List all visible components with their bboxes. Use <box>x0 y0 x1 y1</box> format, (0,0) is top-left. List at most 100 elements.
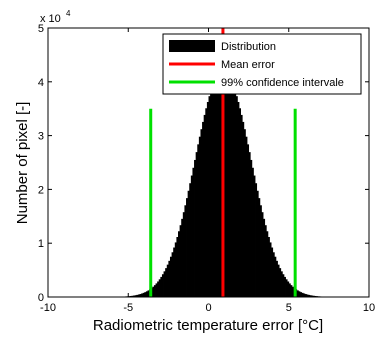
histogram-bar <box>230 81 233 298</box>
histogram-bar <box>271 247 274 297</box>
histogram-bar <box>232 86 235 297</box>
histogram-bar <box>198 136 201 297</box>
histogram-bar <box>266 231 269 297</box>
histogram-bar <box>283 276 286 297</box>
y-axis-label: Number of pixel [-] <box>14 102 31 225</box>
y-multiplier-label: x 10 4 <box>40 9 71 25</box>
histogram-bar <box>288 283 291 297</box>
histogram-bar <box>301 292 304 297</box>
histogram-bar <box>280 271 283 297</box>
x-tick-label: 0 <box>205 302 211 314</box>
histogram-bar <box>258 198 261 297</box>
histogram-bar <box>190 175 193 297</box>
histogram-bar <box>261 212 264 297</box>
histogram-bar <box>299 292 302 297</box>
histogram-bar <box>238 108 241 297</box>
histogram-bar <box>274 256 277 297</box>
histogram-bar <box>136 294 139 297</box>
legend-label: Distribution <box>221 41 276 53</box>
histogram-bar <box>142 292 145 297</box>
histogram-bar <box>195 152 198 297</box>
histogram-bar <box>251 167 254 297</box>
legend-swatch-distribution <box>169 40 215 52</box>
histogram-bar <box>192 167 195 297</box>
legend-label: Mean error <box>221 59 275 71</box>
histogram-bar <box>194 159 197 297</box>
histogram-bar <box>219 71 222 298</box>
histogram-bar <box>171 252 174 297</box>
histogram-bar <box>229 78 232 298</box>
histogram-bar <box>166 264 169 297</box>
histogram-bar <box>202 121 205 298</box>
histogram-bar <box>290 285 293 297</box>
histogram-bar <box>279 268 282 297</box>
histogram-bar <box>287 281 290 297</box>
histogram-bar <box>158 279 161 297</box>
histogram-bar <box>152 286 155 297</box>
histogram-bar <box>269 242 272 297</box>
y-tick-label: 0 <box>38 292 44 304</box>
y-tick-label: 5 <box>38 23 44 35</box>
histogram-bar <box>182 212 185 297</box>
histogram-bar <box>208 96 211 298</box>
legend: Distribution Mean error 99% confidence int… <box>162 33 362 95</box>
x-tick-label: -10 <box>40 302 56 314</box>
histogram-bar <box>133 295 136 297</box>
histogram-bar <box>176 237 179 297</box>
histogram-bar <box>139 294 142 297</box>
histogram-bar <box>224 71 227 298</box>
histogram-bar <box>179 225 182 297</box>
y-tick-label: 2 <box>38 184 44 196</box>
histogram-bar <box>206 101 209 297</box>
histogram-bar <box>256 190 259 297</box>
histogram-bar <box>303 293 306 297</box>
histogram-bar <box>296 290 299 297</box>
x-tick-label: 5 <box>286 302 292 314</box>
histogram-bar <box>263 218 266 297</box>
histogram-bar <box>234 90 237 297</box>
histogram-bar <box>306 294 309 297</box>
histogram-bar <box>311 295 314 297</box>
histogram-bars <box>120 71 327 298</box>
histogram-bar <box>267 237 270 297</box>
histogram-bar <box>275 260 278 297</box>
histogram-bar <box>211 86 214 297</box>
histogram-bar <box>272 252 275 297</box>
histogram-bar <box>285 279 288 297</box>
histogram-bar <box>169 256 172 297</box>
histogram-bar <box>174 242 177 297</box>
y-multiplier-base: x 10 <box>40 13 61 25</box>
histogram-bar <box>178 231 181 297</box>
x-tick-label: -5 <box>123 302 133 314</box>
histogram-bar <box>245 136 248 297</box>
histogram-bar <box>235 96 238 298</box>
histogram-bar <box>173 247 176 297</box>
histogram-bar <box>160 276 163 297</box>
histogram-bar <box>163 271 166 297</box>
histogram-bar <box>200 129 203 297</box>
histogram-bar <box>242 121 245 298</box>
histogram-bar <box>291 286 294 297</box>
histogram-bar <box>213 81 216 298</box>
histogram-bar <box>145 291 148 297</box>
histogram-bar <box>314 295 317 297</box>
histogram-bar <box>189 183 192 297</box>
histogram-bar <box>298 291 301 297</box>
histogram-bar <box>153 285 156 297</box>
axis-ticks: -10 -5 0 5 10 0 1 2 3 4 5 <box>38 23 375 314</box>
y-tick-label: 1 <box>38 238 44 250</box>
histogram-bar <box>205 108 208 297</box>
histogram-bar <box>129 295 132 297</box>
y-multiplier-exponent: 4 <box>66 9 71 18</box>
y-tick-label: 3 <box>38 131 44 143</box>
histogram-bar <box>187 190 190 297</box>
histogram-bar <box>282 274 285 297</box>
histogram-bar <box>312 295 315 297</box>
y-tick-label: 4 <box>38 77 44 89</box>
histogram-bar <box>197 144 200 297</box>
histogram-bar <box>155 283 158 297</box>
histogram-bar <box>309 295 312 297</box>
histogram-bar <box>218 73 221 298</box>
histogram-bar <box>308 294 311 297</box>
